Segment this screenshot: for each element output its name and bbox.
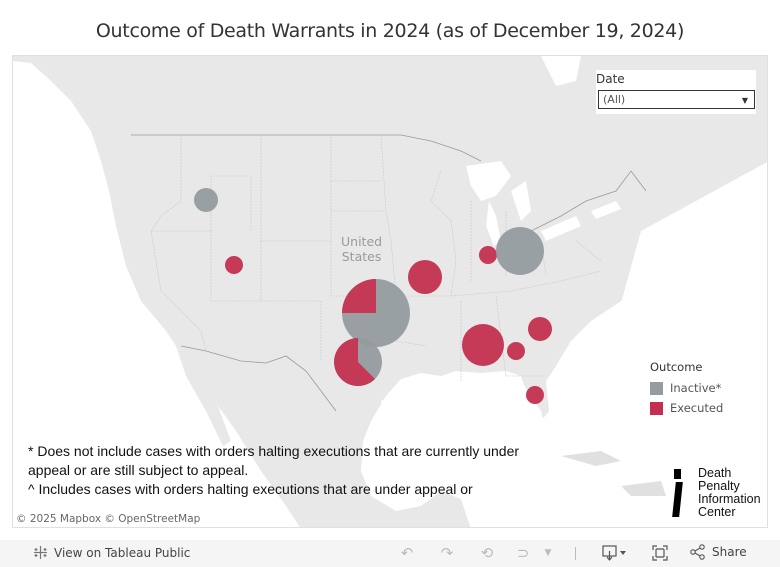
marker-south-carolina[interactable]	[528, 317, 552, 341]
redo-icon[interactable]: ↷	[440, 544, 454, 562]
pie-markers-layer	[194, 188, 552, 404]
undo-icon[interactable]: ↶	[400, 544, 414, 562]
footnote-inactive: * Does not include cases with orders hal…	[28, 443, 520, 478]
marker-missouri[interactable]	[408, 260, 442, 294]
marker-ohio[interactable]	[496, 227, 544, 275]
legend-swatch-inactive	[650, 381, 663, 395]
legend-title: Outcome	[650, 360, 703, 374]
marker-georgia[interactable]	[507, 342, 525, 360]
view-on-tableau-label: View on Tableau Public	[54, 545, 191, 560]
outcome-legend: Outcome Inactive* Executed	[650, 360, 750, 418]
marker-florida[interactable]	[526, 386, 544, 404]
marker-alabama[interactable]	[462, 324, 504, 366]
country-label: United States	[341, 234, 383, 264]
marker-utah[interactable]	[225, 256, 243, 274]
share-label: Share	[712, 545, 747, 559]
share-icon	[690, 544, 705, 560]
map-view[interactable]: United States	[12, 55, 768, 528]
legend-swatch-executed	[650, 401, 663, 415]
refresh-icon[interactable]: ⊃	[516, 544, 530, 562]
marker-idaho[interactable]	[194, 188, 218, 212]
date-filter-select[interactable]: (All) ▼	[598, 90, 755, 109]
share-button[interactable]: Share	[690, 544, 747, 560]
map-basemap	[13, 56, 767, 527]
toolbar-divider	[575, 547, 576, 560]
fullscreen-icon[interactable]	[651, 544, 669, 562]
legend-item-inactive[interactable]: Inactive*	[650, 378, 750, 398]
tableau-toolbar: View on Tableau Public ↶ ↷ ⟲ ⊃ ▼	[0, 540, 780, 567]
chevron-down-icon: ▼	[741, 96, 748, 105]
page-title: Outcome of Death Warrants in 2024 (as of…	[95, 20, 685, 42]
tableau-logo-icon	[34, 546, 47, 559]
marker-indiana[interactable]	[479, 246, 497, 264]
footnotes: * Does not include cases with orders hal…	[28, 442, 528, 499]
revert-icon[interactable]: ⟲	[480, 544, 494, 562]
view-on-tableau-button[interactable]: View on Tableau Public	[33, 545, 190, 560]
logo-mark-icon	[674, 469, 681, 479]
dropdown-icon[interactable]: ▼	[544, 548, 552, 558]
legend-label: Inactive*	[670, 381, 722, 395]
legend-item-executed[interactable]: Executed	[650, 398, 750, 418]
date-filter-value: (All)	[603, 93, 626, 106]
footnote-caret: ^ Includes cases with orders halting exe…	[28, 481, 473, 497]
download-icon[interactable]	[600, 544, 630, 562]
dpic-logo: Death Penalty Information Center	[672, 467, 767, 519]
marker-oklahoma[interactable]	[342, 279, 410, 347]
date-filter-label: Date	[596, 72, 625, 86]
logo-text: Death Penalty Information Center	[698, 466, 761, 519]
map-attribution[interactable]: © 2025 Mapbox © OpenStreetMap	[16, 513, 201, 525]
logo-mark-icon	[672, 482, 683, 517]
date-filter: Date (All) ▼	[596, 70, 756, 114]
marker-texas[interactable]	[334, 338, 382, 386]
legend-label: Executed	[670, 401, 724, 415]
